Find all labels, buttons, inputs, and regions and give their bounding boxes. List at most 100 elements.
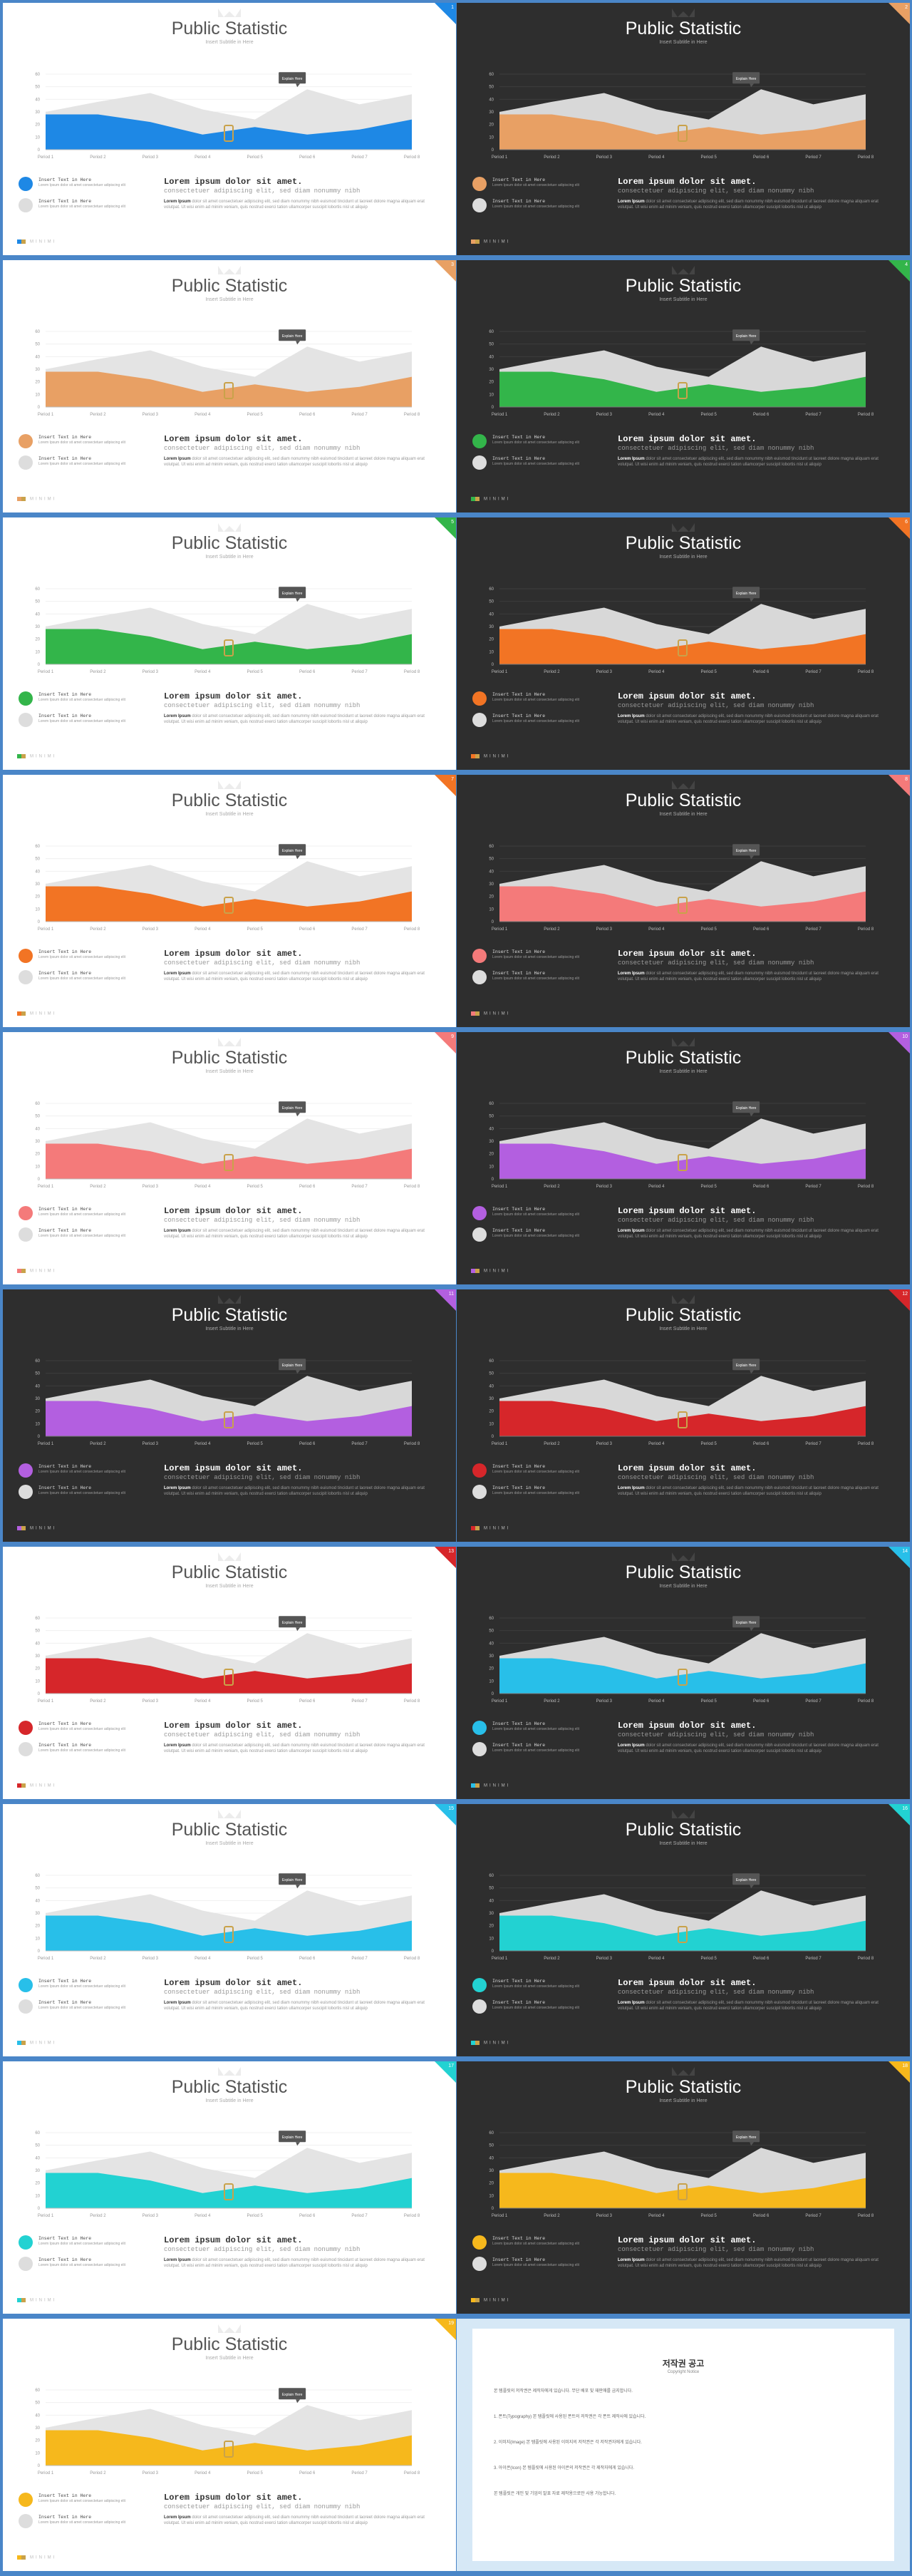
gold-emblem-icon: [224, 897, 234, 914]
x-tick-label: Period 3: [596, 1699, 613, 1704]
page-title: Public Statistic: [625, 19, 742, 38]
legend-swatch: [472, 1978, 487, 1992]
crown-logo-icon: [218, 2324, 241, 2333]
footer-logo: MINIMI: [471, 1011, 510, 1016]
legend-caption: Lorem Ipsum dolor sit amet consectetuer …: [38, 2520, 126, 2525]
y-tick-label: 0: [38, 1435, 41, 1439]
slide-14: 14 Public Statistic Insert Subtitle in Her…: [457, 1547, 910, 1799]
y-tick-label: 20: [489, 381, 494, 385]
body-bold-lead: Lorem Ipsum: [618, 714, 646, 718]
corner-tab: [888, 1289, 910, 1311]
y-tick-label: 10: [35, 1679, 40, 1684]
x-tick-label: Period 6: [753, 927, 770, 932]
corner-tab: [435, 2061, 456, 2083]
gold-emblem-icon: [678, 1926, 688, 1943]
series-2-area: [499, 886, 866, 922]
body-subheading: consectetuer adipiscing elit, sed diam n…: [618, 1474, 814, 1481]
x-tick-label: Period 6: [299, 2471, 316, 2475]
y-tick-label: 30: [489, 1654, 494, 1659]
logo-text: MINIMI: [30, 239, 57, 244]
tooltip-box: [732, 1616, 760, 1628]
legend-swatch: [472, 1485, 487, 1499]
legend-item-2: Insert Text in Here Lorem Ipsum dolor sit…: [472, 970, 608, 986]
y-tick-label: 0: [38, 406, 41, 410]
page-subtitle: Insert Subtitle in Here: [205, 297, 254, 302]
x-tick-label: Period 6: [299, 670, 316, 674]
slide-19: 19 Public Statistic Insert Subtitle in Her…: [3, 2319, 456, 2571]
legend-caption: Lorem Ipsum dolor sit amet consectetuer …: [38, 205, 126, 209]
x-tick-label: Period 1: [38, 155, 54, 160]
legend-label: Insert Text in Here: [38, 949, 92, 954]
x-tick-label: Period 5: [247, 2214, 264, 2218]
tooltip-box: [732, 1101, 760, 1113]
y-tick-label: 30: [489, 2169, 494, 2173]
y-tick-label: 50: [35, 600, 40, 604]
legend-caption: Lorem Ipsum dolor sit amet consectetuer …: [38, 698, 126, 702]
x-tick-label: Period 3: [142, 1442, 159, 1446]
body-bold-lead: Lorem Ipsum: [164, 2515, 192, 2520]
x-tick-label: Period 6: [299, 1442, 316, 1446]
x-tick-label: Period 3: [142, 670, 159, 674]
slide-18: 18 Public Statistic Insert Subtitle in Her…: [457, 2061, 910, 2314]
logo-mark-icon: [471, 1783, 480, 1788]
x-tick-label: Period 1: [38, 2471, 54, 2475]
x-tick-label: Period 2: [544, 2214, 560, 2218]
x-tick-label: Period 4: [195, 155, 211, 160]
tooltip-box: [279, 1616, 306, 1628]
legend-label: Insert Text in Here: [38, 2000, 92, 2005]
x-tick-label: Period 3: [142, 1957, 159, 1961]
x-tick-label: Period 4: [195, 413, 211, 417]
legend-label: Insert Text in Here: [38, 1743, 92, 1748]
y-tick-label: 60: [489, 1359, 494, 1364]
y-tick-label: 60: [35, 2389, 40, 2393]
body-bold-lead: Lorem Ipsum: [164, 200, 192, 204]
legend-swatch: [472, 691, 487, 706]
x-tick-label: Period 1: [492, 927, 508, 932]
x-tick-label: Period 5: [701, 413, 717, 417]
page-title: Public Statistic: [171, 2334, 288, 2354]
x-tick-label: Period 4: [648, 413, 665, 417]
x-tick-label: Period 8: [404, 927, 420, 932]
slide-10: 10 Public Statistic Insert Subtitle in Her…: [457, 1032, 910, 1284]
y-tick-label: 10: [489, 1679, 494, 1684]
y-tick-label: 60: [489, 1617, 494, 1621]
y-tick-label: 40: [35, 870, 40, 874]
x-tick-label: Period 4: [648, 670, 665, 674]
corner-tab: [888, 1547, 910, 1568]
logo-text: MINIMI: [484, 1783, 511, 1788]
y-tick-label: 40: [489, 1642, 494, 1646]
x-tick-label: Period 4: [648, 155, 665, 160]
y-tick-label: 40: [35, 2413, 40, 2418]
x-tick-label: Period 3: [142, 1185, 159, 1189]
page-title: Public Statistic: [171, 533, 288, 553]
x-tick-label: Period 2: [90, 670, 106, 674]
y-tick-label: 40: [35, 1899, 40, 1903]
body-subheading: consectetuer adipiscing elit, sed diam n…: [164, 2503, 361, 2510]
legend-label: Insert Text in Here: [38, 456, 92, 461]
series-2-area: [499, 1915, 866, 1951]
legend-label: Insert Text in Here: [38, 2236, 92, 2241]
y-tick-label: 50: [35, 86, 40, 90]
x-tick-label: Period 8: [404, 2214, 420, 2218]
y-tick-label: 50: [489, 86, 494, 90]
x-tick-label: Period 1: [38, 1957, 54, 1961]
legend-item-1: Insert Text in Here Lorem Ipsum dolor sit…: [472, 949, 608, 964]
y-tick-label: 60: [35, 1874, 40, 1878]
y-tick-label: 60: [35, 845, 40, 849]
copyright-slide: 저작권 공고 Copyright Notice 본 템플릿의 저작권은 제작자에게 …: [457, 2319, 910, 2571]
notice-paragraph: 본 템플릿의 저작권은 제작자에게 있습니다. 무단 배포 및 재판매를 금지합…: [494, 2389, 633, 2394]
body-paragraph: Lorem Ipsum dolor sit amet consectetuer …: [618, 2001, 879, 2011]
logo-mark-icon: [17, 2555, 26, 2560]
logo-text: MINIMI: [484, 1011, 511, 1016]
area-chart: 0 10 20 30 40 50 60 Period 1 Period 2 Period 3 Per…: [35, 1616, 420, 1704]
y-tick-label: 40: [35, 98, 40, 102]
body-paragraph: Lorem Ipsum dolor sit amet consectetuer …: [164, 972, 425, 982]
y-tick-label: 20: [35, 1410, 40, 1414]
x-tick-label: Period 6: [753, 1699, 770, 1704]
x-tick-label: Period 3: [596, 927, 613, 932]
logo-text: MINIMI: [30, 2041, 57, 2046]
logo-mark-icon: [17, 1783, 26, 1788]
x-tick-label: Period 3: [596, 413, 613, 417]
y-tick-label: 30: [489, 368, 494, 372]
